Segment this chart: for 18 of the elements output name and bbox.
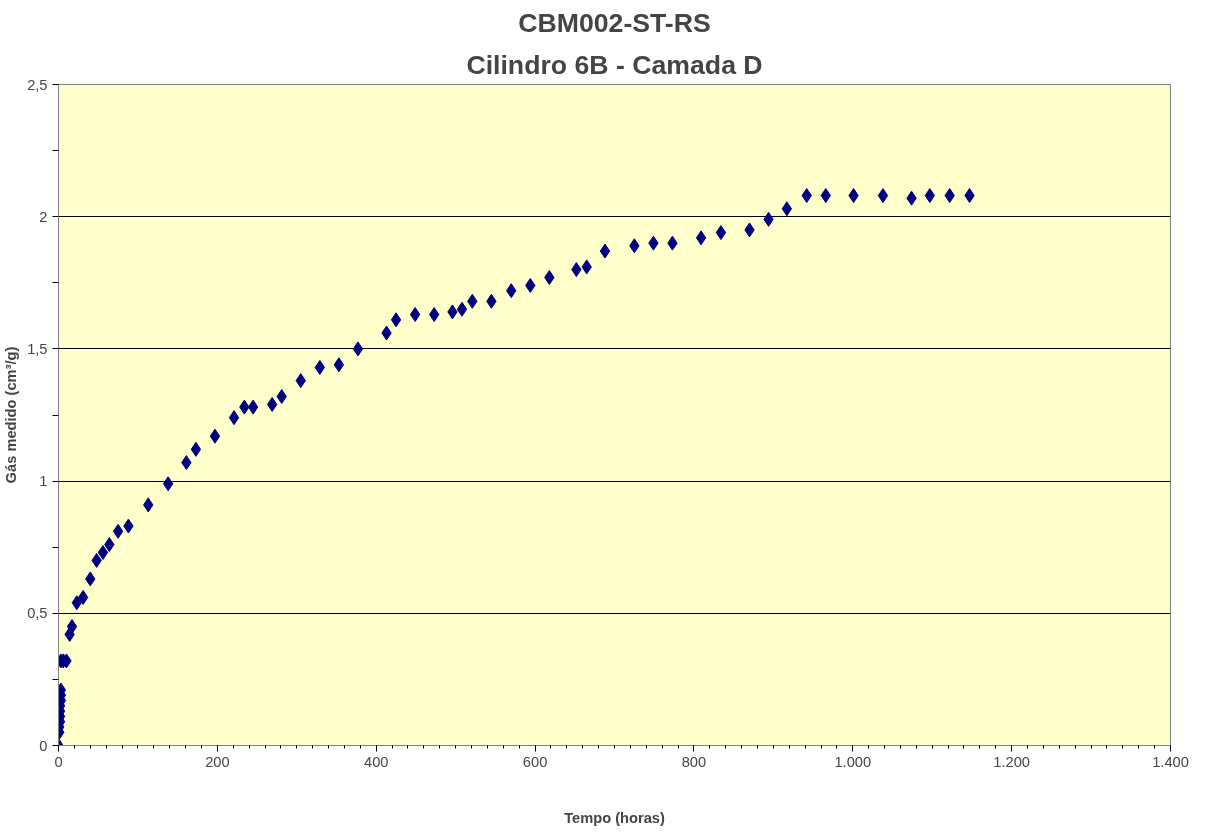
x-tick-label: 400 — [363, 753, 389, 770]
x-tick-label: 800 — [681, 753, 707, 770]
y-tick-label: 1,5 — [27, 340, 48, 357]
x-tick-label: 200 — [205, 753, 230, 770]
chart-title: CBM002-ST-RS — [518, 7, 711, 38]
x-tick-label: 1.400 — [1152, 753, 1189, 770]
x-tick-label: 1.000 — [834, 753, 872, 770]
y-tick-label: 2 — [39, 208, 48, 225]
y-tick-label: 1 — [39, 473, 48, 490]
x-tick-label: 0 — [54, 753, 63, 770]
x-tick-label: 1.200 — [993, 753, 1030, 770]
y-tick-label: 2,5 — [27, 76, 48, 93]
x-tick-label: 600 — [522, 753, 548, 770]
x-axis-title: Tempo (horas) — [564, 809, 665, 826]
y-tick-label: 0 — [39, 737, 48, 754]
y-tick-label: 0,5 — [27, 605, 48, 622]
chart-subtitle: Cilindro 6B - Camada D — [466, 49, 763, 80]
y-axis-title: Gás medido (cm³/g) — [3, 346, 20, 484]
